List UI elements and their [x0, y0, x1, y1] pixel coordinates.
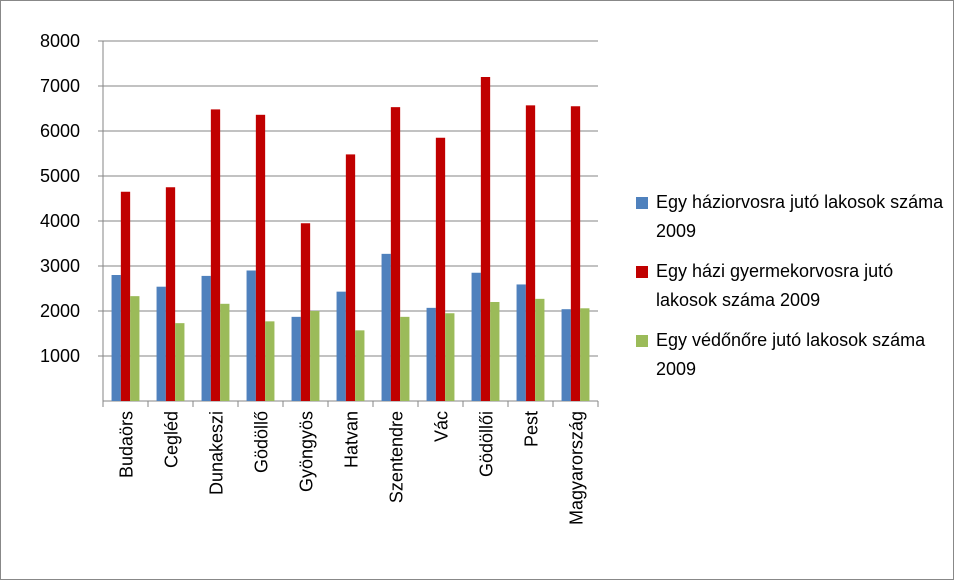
bar — [445, 313, 455, 401]
legend-label: Egy védőnőre jutó lakosok száma 2009 — [656, 330, 926, 379]
bar — [310, 311, 320, 401]
y-tick-label: 3000 — [40, 256, 80, 276]
bar — [201, 275, 211, 401]
x-tick-label: Szentendre — [387, 411, 407, 503]
x-tick-label: Gyöngyös — [297, 411, 317, 492]
legend-swatch — [636, 266, 648, 278]
legend: Egy háziorvosra jutó lakosok száma 2009 E… — [636, 188, 946, 395]
legend-swatch — [636, 197, 648, 209]
y-tick-label: 1000 — [40, 346, 80, 366]
bar — [156, 286, 166, 401]
bar — [570, 106, 581, 401]
y-tick-label: 8000 — [40, 31, 80, 51]
y-tick-label: 6000 — [40, 121, 80, 141]
legend-label: Egy házi gyermekorvosra jutó lakosok szá… — [656, 261, 894, 310]
bar — [220, 303, 230, 401]
x-tick-label: Cegléd — [162, 411, 182, 468]
y-tick-label: 5000 — [40, 166, 80, 186]
legend-label: Egy háziorvosra jutó lakosok száma 2009 — [656, 192, 944, 241]
legend-item: Egy háziorvosra jutó lakosok száma 2009 — [636, 188, 946, 246]
x-tick-label: Budaörs — [117, 411, 137, 478]
bar — [535, 298, 545, 401]
bar — [246, 270, 256, 401]
bar — [516, 284, 526, 401]
x-tick-label: Dunakeszi — [207, 411, 227, 495]
bar — [255, 114, 266, 402]
y-tick-label: 7000 — [40, 76, 80, 96]
bar — [490, 302, 500, 401]
bar — [120, 191, 131, 401]
bar — [480, 77, 491, 401]
bar — [345, 154, 356, 401]
bar — [580, 308, 590, 401]
legend-item: Egy házi gyermekorvosra jutó lakosok szá… — [636, 257, 946, 315]
bar — [426, 307, 436, 401]
bar — [265, 321, 275, 401]
bar — [381, 253, 391, 401]
bar — [435, 137, 446, 401]
legend-swatch — [636, 335, 648, 347]
bar — [291, 316, 301, 401]
y-tick-label: 2000 — [40, 301, 80, 321]
bar — [111, 275, 121, 401]
bar — [336, 291, 346, 401]
bar — [390, 107, 401, 402]
bar — [561, 309, 571, 401]
bar — [300, 223, 311, 401]
x-tick-label: Magyarország — [567, 411, 587, 525]
bar — [400, 316, 410, 401]
bar — [355, 330, 365, 401]
y-tick-label: 4000 — [40, 211, 80, 231]
x-tick-label: Hatvan — [342, 411, 362, 468]
x-tick-label: Gödöllő — [252, 411, 272, 473]
x-tick-label: Vác — [432, 411, 452, 442]
x-tick-label: Pest — [522, 411, 542, 447]
bar — [130, 296, 140, 401]
bar — [175, 323, 185, 401]
bar — [471, 272, 481, 401]
bar — [210, 109, 221, 402]
bar — [165, 187, 176, 401]
bar — [525, 105, 536, 401]
x-tick-label: Gödöllői — [477, 411, 497, 477]
legend-item: Egy védőnőre jutó lakosok száma 2009 — [636, 326, 946, 384]
